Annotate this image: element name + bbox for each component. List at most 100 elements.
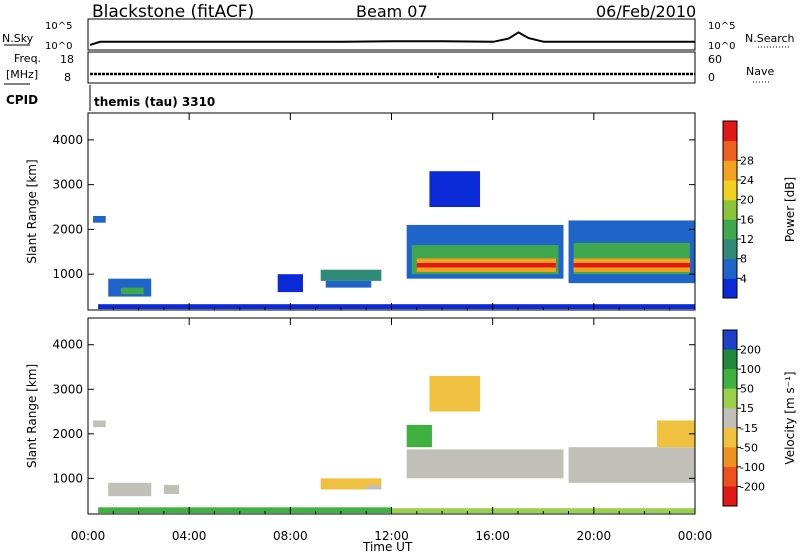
data-region [568,447,695,483]
data-region [320,478,382,490]
data-region [120,287,144,295]
colorbar-tick-label: -50 [740,441,758,454]
freq-label-line1: Freq. [14,52,41,65]
freq-right-tick-bottom: 0 [708,71,715,84]
colorbar-tick-label: 8 [740,253,747,266]
colorbar-swatch [723,140,737,161]
colorbar-tick-label: 16 [740,213,754,226]
freq-left-tick-top: 18 [60,53,74,66]
y-tick-label: 1000 [52,471,83,485]
time-axis-label: Time UT [362,540,413,554]
colorbar-swatch [723,160,737,181]
colorbar-swatch [723,180,737,201]
power-panel: 1000 2000 3000 4000 Slant Range [km] 4 8 12 16 20… [25,112,797,311]
colorbar-tick-label: 12 [740,233,754,246]
velocity-panel: 1000 2000 3000 4000 00:00 04:00 08:00 12:00 16:0… [25,317,797,543]
data-region [391,508,695,514]
beam-title: Beam 07 [356,2,428,21]
colorbar-label: Power [dB] [783,177,797,242]
data-region [320,269,382,281]
nave-label: Nave [746,65,774,78]
freq-trace-marker [437,76,439,78]
x-tick-label: 00:00 [71,529,106,543]
colorbar-tick-label: 50 [740,383,754,396]
data-region [93,420,106,428]
colorbar-swatch [723,330,737,351]
colorbar-swatch [723,369,737,390]
y-tick-label: 2000 [52,222,83,236]
noise-search-label: N.Search [745,32,795,45]
colorbar-frame [722,120,738,299]
x-tick-label: 04:00 [172,529,207,543]
colorbar-swatch [723,408,737,429]
y-tick-label: 3000 [52,178,83,192]
station-title: Blackstone (fitACF) [92,2,254,22]
colorbar-swatch [723,427,737,448]
y-tick-label: 3000 [52,382,83,396]
colorbar-tick-label: 200 [740,344,761,357]
colorbar-swatch [723,486,737,507]
colorbar-tick-label: -100 [740,461,765,474]
colorbar-tick-label: 15 [740,402,754,415]
x-tick-label: 00:00 [678,529,713,543]
x-tick-label: 16:00 [475,529,510,543]
freq-right-tick-top: 60 [708,53,722,66]
data-region [573,262,690,268]
data-region [98,304,695,310]
colorbar-tick-label: 4 [740,272,747,285]
colorbar-swatch [723,388,737,409]
colorbar-swatch [723,278,737,299]
data-region [429,171,481,208]
noise-sky-label: N.Sky [2,32,34,45]
freq-panel-frame [87,51,696,84]
y-tick-label: 4000 [52,133,83,147]
noise-right-tick-top: 10^5 [708,21,735,32]
colorbar-swatch [723,199,737,220]
freq-left-tick-bottom: 8 [64,71,71,84]
colorbar-swatch [723,121,737,142]
data-region [98,507,392,514]
y-axis-label: Slant Range [km] [25,159,39,263]
colorbar-tick-label: 20 [740,194,754,207]
colorbar-tick-label: 100 [740,363,761,376]
noise-sky-trace [89,31,695,46]
colorbar-frame [722,329,738,507]
data-region [108,482,152,497]
y-axis-label: Slant Range [km] [25,364,39,468]
colorbar-label: Velocity [m s⁻¹] [783,371,797,464]
colorbar-tick-label: -200 [740,480,765,493]
noise-panel-frame [87,18,696,51]
colorbar-tick-label: 28 [740,154,754,167]
freq-label-line2: [MHz] [6,68,38,81]
noise-left-tick-top: 10^5 [45,21,72,32]
cpid-label: CPID [6,93,38,107]
noise-left-tick-bottom: 10^0 [45,41,72,52]
y-tick-label: 4000 [52,338,83,352]
data-region [366,485,382,490]
data-region [93,215,106,223]
data-region [406,424,432,448]
colorbar-swatch [723,466,737,487]
data-region [406,449,564,479]
colorbar-swatch [723,239,737,260]
colorbar-tick-label: -15 [740,422,758,435]
data-region [429,375,481,412]
date-title: 06/Feb/2010 [596,2,696,21]
data-region [277,274,303,293]
panel-frame [87,317,696,515]
x-tick-label: 08:00 [273,529,308,543]
data-region [325,280,372,288]
colorbar-swatch [723,447,737,468]
noise-right-tick-bottom: 10^0 [708,41,735,52]
y-tick-label: 1000 [52,267,83,281]
colorbar-swatch [723,219,737,240]
data-region [416,262,556,268]
colorbar-tick-label: 24 [740,174,754,187]
x-tick-label: 20:00 [577,529,612,543]
colorbar-swatch [723,258,737,279]
y-tick-label: 2000 [52,427,83,441]
x-tick-label: 12:00 [374,529,409,543]
data-region [163,485,180,494]
